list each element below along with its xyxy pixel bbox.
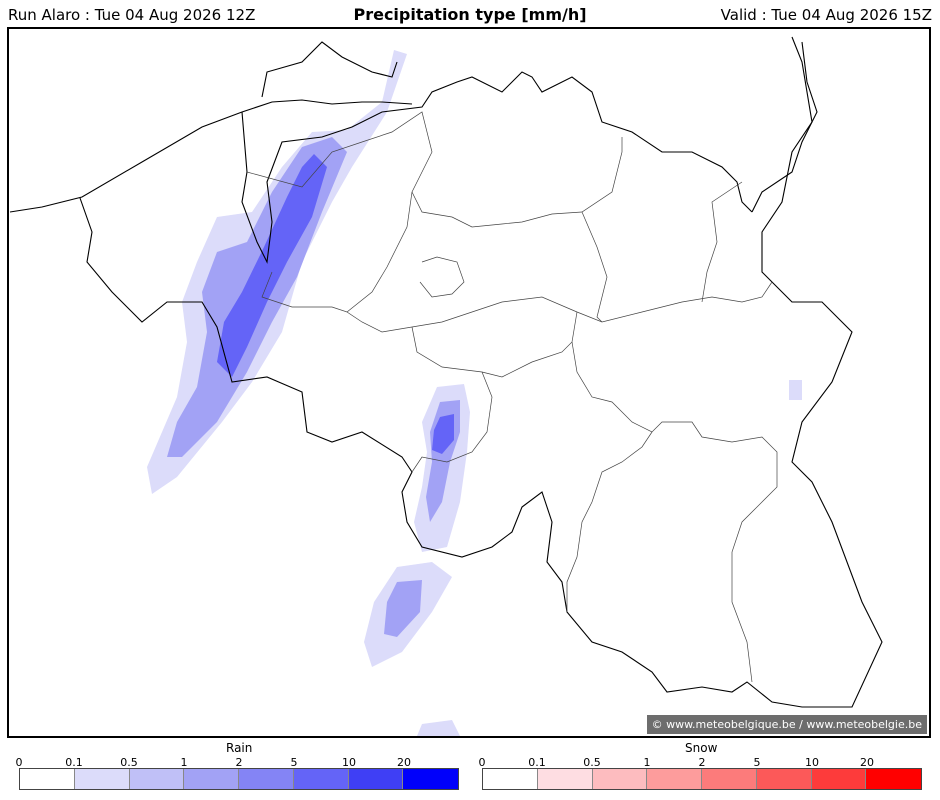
province-border [411,371,493,473]
national-border-north [241,71,753,264]
map-canvas [9,36,883,736]
coastline [9,99,413,213]
rain-area-light [417,720,460,736]
valid-time-label: Valid : Tue 04 Aug 2026 15Z [720,6,932,24]
rain-legend-swatch [348,769,404,789]
map-title: Precipitation type [mm/h] [353,5,587,24]
snow-legend-tick: 0.1 [528,756,546,769]
rain-legend-tick: 0.5 [120,756,138,769]
rain-legend-title: Rain [226,741,253,755]
snow-legend-swatch [866,769,921,789]
snow-legend-tick: 0 [478,756,486,769]
province-border [571,341,778,683]
snow-legend-swatch [756,769,812,789]
snow-legend-ticks: 0 0.1 0.5 1 2 5 10 20 [478,756,922,769]
snow-legend-tick: 2 [698,756,706,769]
snow-legend-swatch [592,769,648,789]
snow-legend-tick: 20 [860,756,874,769]
rain-legend-swatch [403,769,458,789]
province-borders [246,111,778,683]
rain-legend-swatch [293,769,349,789]
snow-legend-swatch [702,769,757,789]
rain-core [217,154,327,377]
credit-label: © www.meteobelgique.be / www.meteobelgie… [646,715,927,734]
rain-legend-tick: 2 [235,756,243,769]
province-border [701,181,743,303]
coastline-north [261,41,398,98]
snow-legend-title: Snow [685,741,718,755]
snow-legend-swatch [483,769,538,789]
rain-legend-tick: 1 [180,756,188,769]
rain-legend-tick: 0 [15,756,23,769]
province-border [566,431,653,612]
run-label: Run Alaro : Tue 04 Aug 2026 12Z [8,6,256,24]
rain-legend-swatch [20,769,75,789]
rain-core [432,414,454,454]
rain-area-light [789,380,802,400]
snow-legend-tick: 10 [805,756,819,769]
rain-legend-tick: 5 [290,756,298,769]
province-border [411,311,578,378]
province-border [581,211,608,323]
national-border-east [751,41,818,213]
rain-legend-tick: 10 [342,756,356,769]
snow-legend-bar [482,768,922,790]
map-panel: © www.meteobelgique.be / www.meteobelgie… [7,27,931,738]
province-border [246,111,623,228]
rain-legend-ticks: 0 0.1 0.5 1 2 5 10 20 [15,756,459,769]
rain-legend-swatch [74,769,130,789]
snow-legend-tick: 1 [643,756,651,769]
border-lines [9,36,883,708]
rain-legend-swatch [184,769,239,789]
province-border [346,281,773,333]
rain-legend-tick: 0.1 [65,756,83,769]
province-border [419,256,465,298]
rain-legend-swatch [239,769,294,789]
precipitation-field [147,50,802,736]
rain-legend-bar [19,768,459,790]
snow-legend-swatch [537,769,593,789]
rain-legend-tick: 20 [397,756,411,769]
snow-legend-tick: 5 [753,756,761,769]
rain-area-moderate [384,580,422,637]
snow-legend-swatch [647,769,702,789]
rain-legend-swatch [129,769,185,789]
snow-legend-swatch [811,769,867,789]
snow-legend-tick: 0.5 [583,756,601,769]
